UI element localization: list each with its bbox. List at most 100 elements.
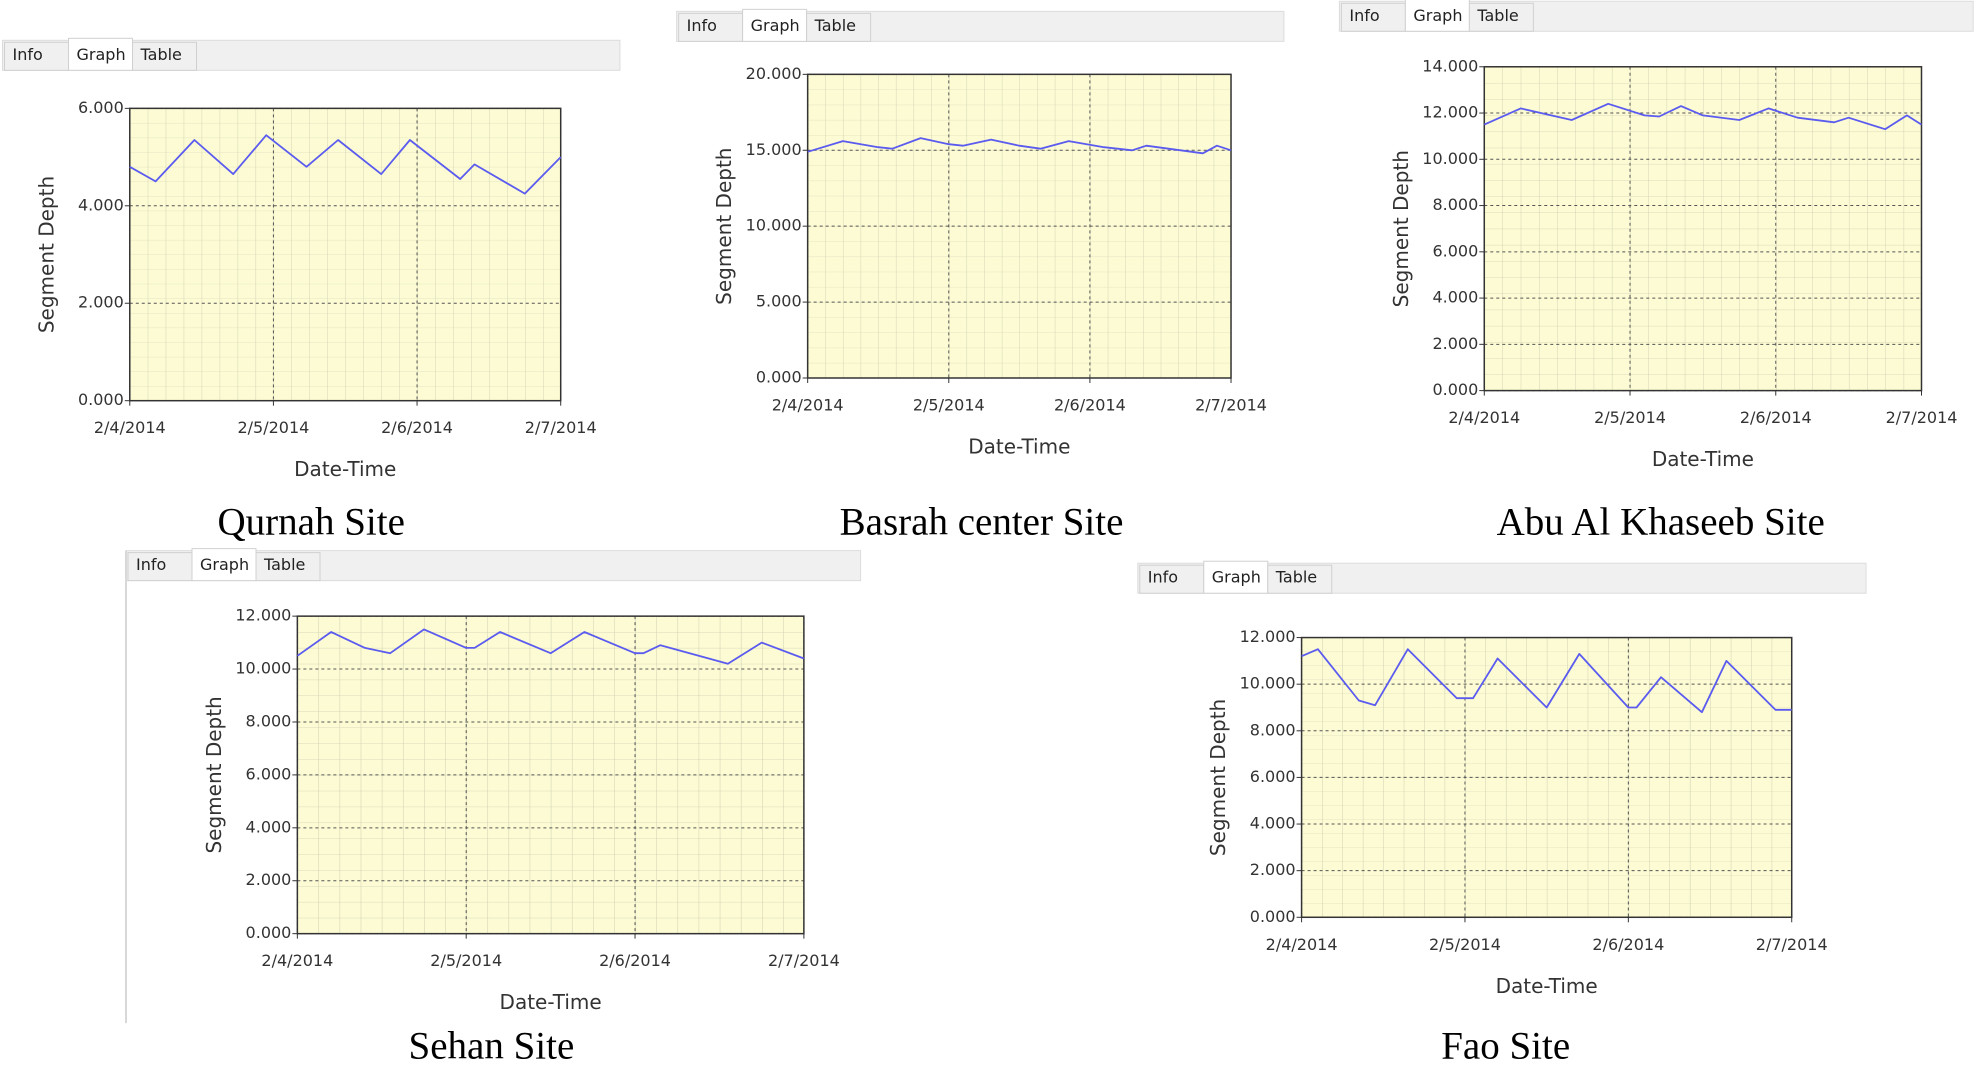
x-tick-label: 2/5/2014 [1429, 935, 1501, 954]
tab-label[interactable]: Table [263, 555, 305, 574]
tab-label[interactable]: Info [1148, 568, 1178, 587]
y-tick-label: 4.000 [1250, 814, 1296, 833]
x-tick-label: 2/5/2014 [913, 396, 985, 415]
x-axis-label: Date-Time [500, 990, 602, 1014]
plot-minor-grid [129, 108, 561, 401]
plot-minor-grid [1484, 66, 1922, 391]
y-tick-label: 15.000 [746, 140, 802, 159]
plot-frame [806, 73, 1232, 379]
y-tick-label: 0.000 [756, 368, 802, 387]
tab[interactable] [68, 37, 134, 71]
y-tick-label: 10.000 [1240, 674, 1296, 693]
tab[interactable] [678, 12, 744, 42]
tab[interactable] [4, 41, 70, 71]
y-tick-label: 8.000 [1250, 720, 1296, 739]
y-axis-label: Segment Depth [712, 148, 736, 305]
chart-panel: Info Graph Table 0.000 5.000 10.000 15.000 20.0… [676, 8, 1285, 543]
tab[interactable] [1404, 0, 1470, 32]
tab[interactable] [127, 552, 193, 582]
y-tick-label: 5.000 [756, 292, 802, 311]
tab-label[interactable]: Table [814, 16, 856, 35]
x-tick-label: 2/7/2014 [1756, 935, 1828, 954]
y-tick-label: 8.000 [246, 711, 292, 730]
caption: Basrah center Site [840, 500, 1124, 543]
tab-label[interactable]: Info [1349, 6, 1379, 25]
tab-label[interactable]: Graph [200, 555, 249, 574]
x-tick-label: 2/5/2014 [1594, 408, 1666, 427]
y-axis-label: Segment Depth [34, 176, 58, 333]
y-tick-label: 12.000 [1240, 627, 1296, 646]
x-axis-label: Date-Time [968, 435, 1070, 459]
y-tick-label: 12.000 [1422, 103, 1478, 122]
tab-label[interactable]: Graph [1212, 568, 1261, 587]
y-axis-label: Segment Depth [1206, 699, 1230, 856]
tab-label[interactable]: Graph [1413, 6, 1462, 25]
x-tick-label: 2/6/2014 [599, 951, 671, 970]
y-tick-label: 0.000 [78, 390, 124, 409]
y-tick-label: 2.000 [1432, 334, 1478, 353]
tab-label[interactable]: Info [687, 16, 717, 35]
tab-label[interactable]: Info [136, 555, 166, 574]
chart-panel: Info Graph Table 0.000 2.000 4.000 6.000 8.000 1… [125, 548, 862, 1068]
tab[interactable] [132, 41, 198, 71]
caption: Abu Al Khaseeb Site [1497, 500, 1825, 543]
tab-label[interactable]: Table [1476, 6, 1518, 25]
y-tick-label: 4.000 [1432, 288, 1478, 307]
tab-label[interactable]: Table [140, 45, 182, 64]
x-tick-label: 2/4/2014 [261, 951, 333, 970]
data-line [807, 137, 1232, 155]
data-line [1301, 648, 1792, 714]
x-axis-label: Date-Time [294, 457, 396, 481]
tab-label[interactable]: Graph [751, 16, 800, 35]
caption: Qurnah Site [218, 500, 405, 543]
y-tick-label: 2.000 [246, 870, 292, 889]
y-tick-label: 2.000 [78, 293, 124, 312]
x-tick-label: 2/7/2014 [1886, 408, 1958, 427]
y-tick-label: 0.000 [246, 923, 292, 942]
tab[interactable] [1340, 2, 1406, 32]
tab-label[interactable]: Info [13, 45, 43, 64]
plot-frame [1483, 66, 1923, 392]
chart-panel: Info Graph Table 0.000 2.000 4.000 6.000 8.000 1… [1137, 560, 1867, 1068]
y-tick-label: 2.000 [1250, 860, 1296, 879]
y-tick-label: 10.000 [746, 216, 802, 235]
y-tick-label: 4.000 [246, 817, 292, 836]
tab[interactable] [1267, 564, 1333, 594]
tab[interactable] [806, 12, 872, 42]
chart-panel: Info Graph Table 0.000 2.000 4.000 6.000 8.000 1… [1338, 0, 1974, 543]
data-line [1483, 102, 1922, 131]
y-tick-label: 14.000 [1422, 56, 1478, 75]
tab[interactable] [1203, 560, 1269, 594]
y-tick-label: 6.000 [246, 764, 292, 783]
x-tick-label: 2/4/2014 [1266, 935, 1338, 954]
x-tick-label: 2/6/2014 [1054, 396, 1126, 415]
y-tick-label: 8.000 [1432, 195, 1478, 214]
data-line [296, 628, 805, 665]
tab[interactable] [191, 548, 257, 582]
plot-frame [296, 615, 805, 935]
plot-frame [1300, 636, 1793, 919]
x-tick-label: 2/7/2014 [525, 418, 597, 437]
y-tick-label: 6.000 [1432, 241, 1478, 260]
chart-panel: Info Graph Table 0.000 2.000 4.000 6.000 2/4/20… [2, 37, 621, 543]
x-tick-label: 2/6/2014 [1592, 935, 1664, 954]
tab[interactable] [1468, 2, 1534, 32]
data-line [129, 134, 562, 195]
x-tick-label: 2/7/2014 [1195, 396, 1267, 415]
tab-label[interactable]: Graph [77, 45, 126, 64]
y-tick-label: 10.000 [1422, 149, 1478, 168]
tab-label[interactable]: Table [1275, 568, 1317, 587]
y-tick-label: 10.000 [235, 659, 291, 678]
x-tick-label: 2/4/2014 [772, 396, 844, 415]
tab[interactable] [255, 552, 321, 582]
x-tick-label: 2/7/2014 [768, 951, 840, 970]
y-tick-label: 0.000 [1250, 907, 1296, 926]
x-tick-label: 2/4/2014 [1448, 408, 1520, 427]
x-tick-label: 2/6/2014 [1740, 408, 1812, 427]
y-tick-label: 4.000 [78, 195, 124, 214]
x-tick-label: 2/5/2014 [430, 951, 502, 970]
tab[interactable] [742, 8, 808, 42]
x-tick-label: 2/6/2014 [381, 418, 453, 437]
tab[interactable] [1139, 564, 1205, 594]
